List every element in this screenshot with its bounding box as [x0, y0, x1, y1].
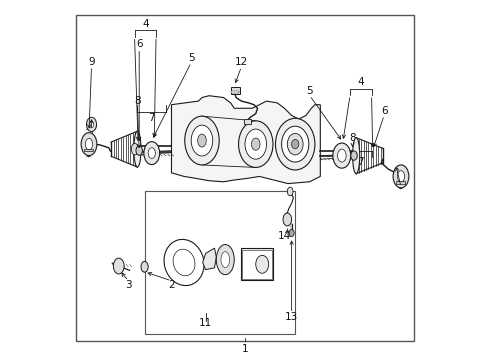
Text: 10: 10: [85, 122, 98, 132]
Ellipse shape: [85, 138, 93, 150]
Ellipse shape: [191, 125, 213, 156]
Ellipse shape: [287, 134, 303, 155]
Ellipse shape: [89, 121, 94, 128]
Ellipse shape: [148, 148, 155, 158]
Ellipse shape: [282, 126, 309, 162]
Text: 9: 9: [88, 57, 95, 67]
Ellipse shape: [113, 258, 124, 274]
Ellipse shape: [275, 118, 315, 170]
Text: 6: 6: [381, 106, 388, 116]
Ellipse shape: [136, 146, 143, 155]
Ellipse shape: [144, 141, 160, 165]
Ellipse shape: [289, 229, 294, 237]
Text: 5: 5: [306, 86, 313, 96]
Ellipse shape: [87, 117, 97, 132]
Bar: [231, 87, 240, 94]
Ellipse shape: [173, 249, 195, 276]
Text: 6: 6: [136, 40, 143, 49]
Ellipse shape: [245, 129, 267, 159]
Ellipse shape: [216, 244, 234, 275]
Text: 4: 4: [358, 77, 364, 87]
Polygon shape: [203, 248, 216, 270]
Text: 2: 2: [168, 280, 175, 290]
Ellipse shape: [81, 133, 97, 156]
Ellipse shape: [239, 121, 273, 167]
Ellipse shape: [353, 138, 360, 174]
Bar: [283, 125, 304, 164]
Ellipse shape: [292, 139, 299, 149]
Text: 3: 3: [125, 280, 132, 290]
Bar: [242, 249, 271, 279]
Text: 5: 5: [188, 53, 195, 63]
Bar: [396, 181, 405, 184]
Ellipse shape: [134, 131, 141, 167]
Ellipse shape: [141, 261, 148, 272]
Text: 7: 7: [148, 113, 155, 123]
Bar: [245, 120, 251, 125]
Bar: [84, 149, 93, 151]
Text: 8: 8: [134, 96, 141, 106]
Text: 11: 11: [199, 319, 212, 328]
Bar: [145, 191, 295, 334]
Ellipse shape: [185, 116, 219, 165]
Text: 8: 8: [349, 133, 356, 143]
Ellipse shape: [131, 143, 139, 155]
Text: 9: 9: [399, 177, 406, 188]
Bar: [231, 91, 239, 93]
Text: 7: 7: [358, 157, 364, 167]
Text: 12: 12: [235, 57, 248, 67]
Bar: [241, 248, 273, 280]
Ellipse shape: [221, 252, 230, 267]
Polygon shape: [172, 96, 320, 184]
Text: 1: 1: [242, 343, 248, 354]
Ellipse shape: [256, 255, 269, 273]
Ellipse shape: [287, 187, 293, 196]
Text: 13: 13: [285, 312, 298, 322]
Ellipse shape: [197, 134, 206, 147]
Ellipse shape: [283, 213, 292, 226]
Text: 4: 4: [142, 19, 148, 29]
Ellipse shape: [397, 171, 405, 182]
Ellipse shape: [393, 165, 409, 188]
Text: 14: 14: [278, 231, 291, 240]
Ellipse shape: [351, 151, 357, 160]
Ellipse shape: [338, 149, 346, 162]
Ellipse shape: [333, 143, 351, 168]
Ellipse shape: [251, 138, 260, 150]
